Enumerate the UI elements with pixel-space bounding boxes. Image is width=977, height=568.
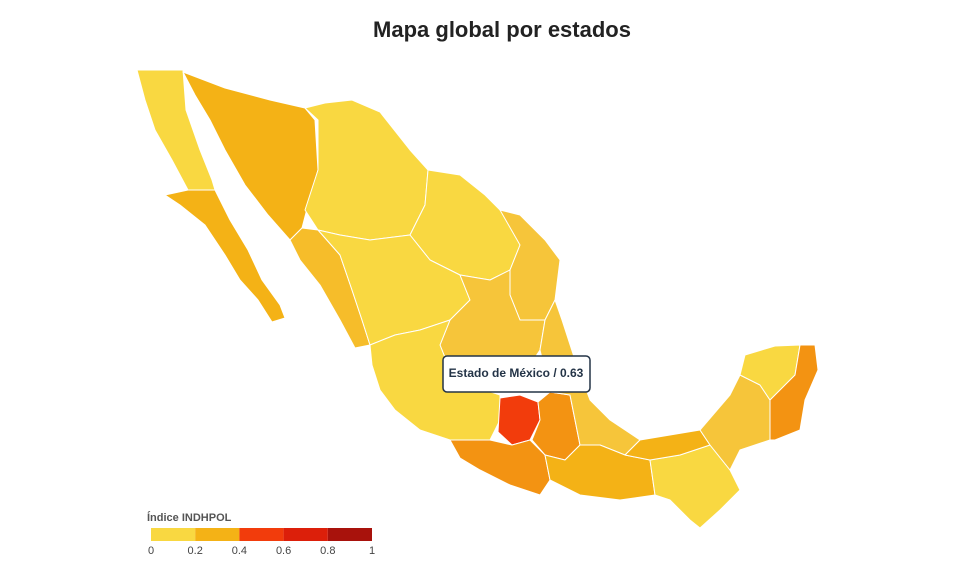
legend-tick-label: 0.2 bbox=[188, 545, 203, 557]
legend-swatch bbox=[283, 528, 328, 541]
legend-tick-label: 1 bbox=[369, 545, 375, 557]
state-region bbox=[497, 394, 541, 446]
legend-tick-label: 0.8 bbox=[320, 545, 335, 557]
tooltip-text: Estado de México / 0.63 bbox=[449, 366, 584, 380]
legend-tick-label: 0.4 bbox=[232, 545, 247, 557]
tooltip: Estado de México / 0.63 bbox=[442, 355, 591, 393]
state-region bbox=[769, 344, 819, 441]
state-region bbox=[304, 99, 429, 241]
legend-swatch bbox=[239, 528, 284, 541]
legend-title: Índice INDHPOL bbox=[147, 511, 232, 524]
map-title: Mapa global por estados bbox=[373, 17, 631, 42]
legend-tick-label: 0 bbox=[148, 545, 154, 557]
mexico-map bbox=[136, 69, 819, 529]
legend-tick-label: 0.6 bbox=[276, 545, 291, 557]
state-region bbox=[164, 189, 286, 323]
state-region bbox=[449, 439, 551, 496]
legend-swatch bbox=[151, 528, 196, 541]
legend-swatch bbox=[195, 528, 240, 541]
legend: Índice INDHPOL 0 0.2 0.4 0.6 0.8 1 bbox=[147, 511, 375, 557]
legend-swatch bbox=[327, 528, 372, 541]
tooltip-box bbox=[442, 355, 591, 393]
